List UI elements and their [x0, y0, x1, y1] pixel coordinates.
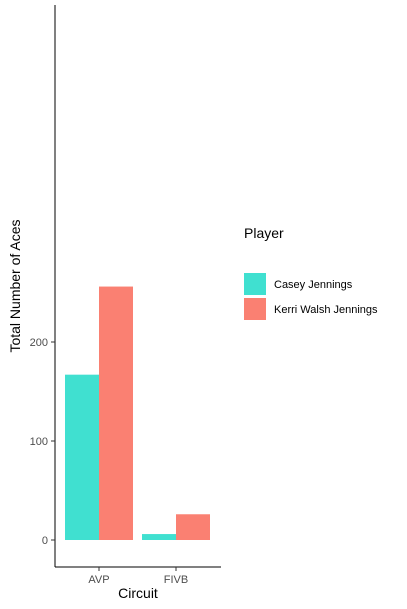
x-axis-title: Circuit	[118, 585, 158, 601]
x-tick-label-avp: AVP	[88, 574, 109, 586]
legend-label-casey-jennings: Casey Jennings	[274, 279, 353, 291]
legend-label-kerri-walsh-jennings: Kerri Walsh Jennings	[274, 304, 378, 316]
y-tick-label-100: 100	[30, 436, 48, 448]
y-tick-label-0: 0	[42, 535, 48, 547]
bars-group	[65, 286, 210, 540]
y-axis-title: Total Number of Aces	[7, 219, 23, 352]
x-tick-label-fivb: FIVB	[164, 574, 188, 586]
bar-fivb-kerri-walsh-jennings	[176, 514, 210, 540]
bar-fivb-casey-jennings	[142, 534, 176, 540]
y-ticks-group: 0 100 200	[30, 337, 55, 547]
y-tick-label-200: 200	[30, 337, 48, 349]
x-ticks-group: AVP FIVB	[88, 567, 188, 586]
legend-key-casey-jennings	[244, 273, 266, 295]
legend: Player Casey Jennings Kerri Walsh Jennin…	[244, 225, 378, 320]
bar-avp-casey-jennings	[65, 374, 99, 540]
bar-avp-kerri-walsh-jennings	[99, 286, 133, 540]
legend-title: Player	[244, 225, 284, 241]
legend-key-kerri-walsh-jennings	[244, 298, 266, 320]
